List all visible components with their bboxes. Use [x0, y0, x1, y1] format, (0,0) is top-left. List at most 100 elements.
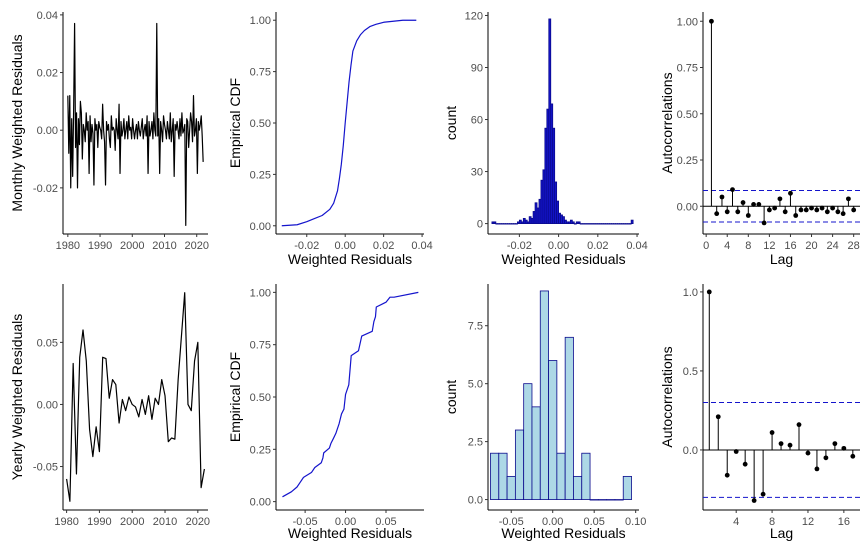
x-tick-label: 2020	[186, 516, 210, 528]
acf-point	[788, 190, 793, 196]
series-line	[282, 291, 419, 498]
x-tick-label: 0.05	[583, 516, 604, 528]
x-tick-label: 0.04	[626, 240, 647, 252]
y-tick-label: 0.50	[250, 392, 271, 404]
acf-point	[724, 209, 730, 215]
y-tick-label: 0	[477, 219, 483, 231]
x-tick-label: 4	[733, 516, 739, 528]
acf-point	[851, 207, 857, 213]
x-tick-label: 0.00	[334, 240, 355, 252]
x-tick-label: 16	[784, 240, 796, 252]
acf-point	[819, 205, 825, 211]
acf-point	[840, 211, 846, 217]
y-tick-label: 0.50	[677, 109, 698, 121]
y-axis-label: Autocorrelations	[659, 346, 675, 447]
acf-point	[846, 196, 851, 202]
y-axis-label: Empirical CDF	[227, 352, 243, 442]
acf-point	[823, 455, 829, 461]
acf-point	[832, 441, 838, 447]
y-tick-label: 1.00	[250, 287, 271, 299]
x-tick-label: 2020	[184, 240, 208, 252]
x-axis-label: Lag	[770, 251, 793, 267]
x-tick-label: 0.02	[587, 240, 608, 252]
acf-point	[730, 187, 735, 193]
acf-point	[777, 196, 783, 202]
histogram-bar	[577, 221, 581, 224]
histogram-bar	[564, 336, 574, 500]
x-tick-label: 16	[838, 516, 850, 528]
x-tick-label: 0	[703, 240, 709, 252]
x-tick-label: 0.02	[373, 240, 394, 252]
y-tick-label: 0.25	[250, 444, 271, 456]
histogram-bar	[493, 221, 497, 224]
y-tick-label: 0.00	[250, 221, 271, 233]
x-tick-label: 0.00	[542, 516, 563, 528]
histogram-bar	[556, 452, 566, 500]
panel-yearly-ts: -0.05 0.00 0.05 1980 1990 2000 2010 2020 Yearly …	[9, 284, 210, 528]
acf-point	[714, 211, 720, 217]
acf-point	[724, 472, 730, 478]
x-tick-label: -0.02	[294, 240, 319, 252]
histogram-bar	[573, 475, 583, 500]
x-tick-label: 2010	[152, 240, 176, 252]
histogram-bar	[531, 406, 541, 500]
x-tick-label: 12	[763, 240, 775, 252]
y-tick-label: 0.00	[37, 125, 58, 137]
x-tick-label: -0.05	[293, 516, 318, 528]
acf-point	[814, 207, 820, 213]
y-tick-label: 5.0	[468, 379, 483, 391]
acf-point	[760, 491, 766, 497]
acf-point	[814, 466, 820, 472]
y-tick-label: 90	[471, 63, 483, 75]
acf-point	[805, 450, 811, 456]
histogram-bar	[606, 499, 616, 501]
acf-point	[756, 202, 762, 207]
acf-point	[824, 209, 830, 215]
x-tick-label: -0.02	[507, 240, 532, 252]
y-tick-label: 7.5	[468, 321, 483, 333]
x-tick-label: 28	[848, 240, 860, 252]
acf-point	[798, 207, 804, 213]
acf-point	[796, 422, 802, 428]
y-axis-label: Monthly Weighted Residuals	[9, 34, 25, 211]
panel-yearly-ecdf: 0.00 0.25 0.50 0.75 1.00 -0.05 0.00 0.05 Empiric…	[227, 284, 424, 541]
y-tick-label: -0.05	[33, 462, 58, 474]
panel-yearly-hist: 0.0 2.5 5.0 7.5 -0.05 0.00 0.05 0.10 count Weight…	[443, 284, 646, 541]
histogram-bar	[571, 221, 575, 224]
y-tick-label: 60	[471, 115, 483, 127]
acf-point	[772, 205, 778, 211]
x-tick-label: 12	[802, 516, 814, 528]
acf-point	[835, 209, 841, 215]
acf-point	[742, 461, 748, 467]
y-tick-label: 0.00	[250, 497, 271, 509]
series-line	[67, 22, 204, 226]
panel-monthly-hist: 0 30 60 90 120 -0.02 0.00 0.02 0.04 count Weighted…	[443, 10, 648, 267]
histogram-bar	[556, 200, 559, 224]
acf-point	[766, 207, 772, 213]
histogram-bar	[589, 499, 599, 501]
y-tick-label: 0.25	[250, 169, 271, 181]
series-line	[66, 292, 205, 502]
panel-monthly-acf: 0.00 0.25 0.50 0.75 1.00 0 4 8 12 16 20 24 28 Autocor…	[659, 12, 860, 267]
y-tick-label: 0.5	[683, 366, 698, 378]
acf-point	[735, 209, 741, 215]
acf-point	[803, 207, 809, 213]
y-tick-label: -0.02	[33, 183, 58, 195]
histogram-bar	[614, 499, 624, 501]
x-axis-label: Lag	[770, 525, 793, 541]
x-tick-label: 8	[745, 240, 751, 252]
y-tick-label: 0.00	[677, 201, 698, 213]
acf-point	[745, 213, 751, 218]
x-tick-label: 0.00	[335, 516, 356, 528]
y-tick-label: 0.75	[677, 63, 698, 75]
y-axis-label: count	[443, 106, 459, 140]
y-tick-label: 0.50	[250, 118, 271, 130]
acf-point	[761, 220, 767, 226]
acf-point	[850, 453, 856, 459]
panel-monthly-ts: -0.02 0.00 0.02 0.04 1980 1990 2000 2010 2020 Mon…	[9, 10, 209, 252]
y-tick-label: 0.04	[37, 10, 58, 22]
acf-point	[751, 202, 756, 207]
y-tick-label: 0.0	[683, 445, 698, 457]
y-axis-label: Yearly Weighted Residuals	[9, 314, 25, 481]
x-tick-label: 2000	[120, 240, 144, 252]
